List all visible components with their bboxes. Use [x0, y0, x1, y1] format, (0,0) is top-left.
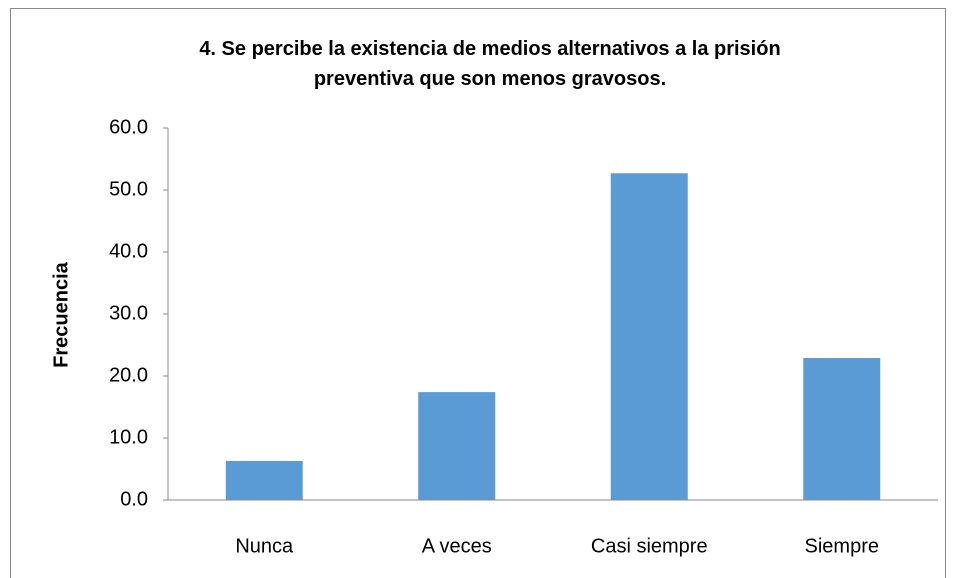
bar — [610, 173, 688, 500]
bar — [418, 392, 496, 500]
x-tick-label: Siempre — [805, 535, 879, 557]
y-tick-label: 30.0 — [109, 302, 148, 324]
chart-title: 4. Se percibe la existencia de medios al… — [199, 38, 781, 90]
x-tick-label: Casi siempre — [591, 535, 708, 557]
bar — [803, 358, 881, 500]
y-tick-label: 50.0 — [109, 178, 148, 200]
y-tick-label: 20.0 — [109, 364, 148, 386]
y-tick-label: 60.0 — [109, 116, 148, 138]
x-tick-label: Nunca — [235, 535, 294, 557]
bar — [225, 460, 303, 500]
y-axis-label: Frecuencia — [50, 261, 72, 367]
y-tick-label: 0.0 — [120, 488, 148, 510]
y-tick-label: 10.0 — [109, 426, 148, 448]
y-tick-label: 40.0 — [109, 240, 148, 262]
chart-frame — [10, 8, 946, 578]
x-tick-label: A veces — [422, 535, 492, 557]
